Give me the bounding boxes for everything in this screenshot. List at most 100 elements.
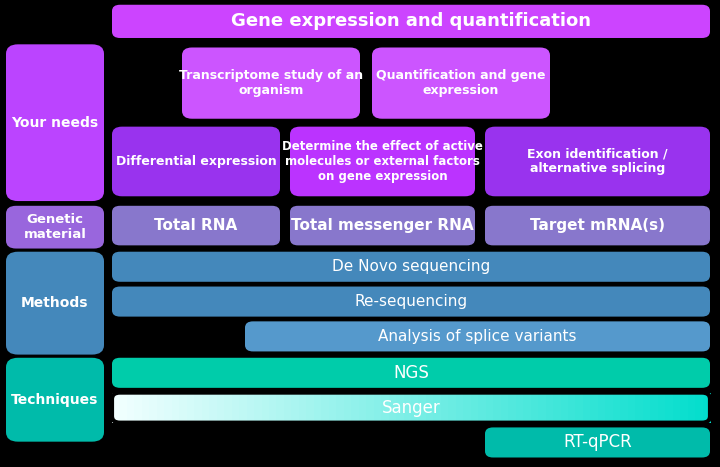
Bar [441,393,449,423]
Bar [471,393,479,423]
Bar [343,393,351,423]
Bar [621,393,629,423]
Bar [703,393,711,423]
Bar [254,393,262,423]
Bar [590,393,598,423]
Bar [613,393,621,423]
Text: Techniques: Techniques [12,393,99,407]
FancyBboxPatch shape [112,5,710,38]
Text: Differential expression: Differential expression [116,155,276,168]
Bar [478,393,486,423]
Bar [568,393,576,423]
Bar [553,393,561,423]
Text: Your needs: Your needs [12,116,99,130]
Bar [433,393,441,423]
Text: De Novo sequencing: De Novo sequencing [332,259,490,274]
FancyBboxPatch shape [485,427,710,458]
FancyBboxPatch shape [6,206,104,248]
Bar [598,393,606,423]
Bar [112,393,120,423]
Bar [695,393,703,423]
Bar [299,393,307,423]
Bar [560,393,569,423]
Bar [516,393,523,423]
Bar [628,393,636,423]
Bar [374,393,382,423]
Bar [366,393,374,423]
Text: Gene expression and quantification: Gene expression and quantification [231,12,591,30]
Text: Determine the effect of active
molecules or external factors
on gene expression: Determine the effect of active molecules… [282,140,483,183]
Bar [531,393,539,423]
FancyBboxPatch shape [372,48,550,119]
Text: Analysis of splice variants: Analysis of splice variants [378,329,577,344]
Bar [523,393,531,423]
Bar [194,393,202,423]
FancyBboxPatch shape [112,206,280,245]
Bar [456,393,464,423]
Bar [546,393,554,423]
Bar [179,393,187,423]
Text: Quantification and gene
expression: Quantification and gene expression [377,69,546,97]
Bar [284,393,292,423]
Bar [217,393,225,423]
Bar [657,393,666,423]
Bar [210,393,217,423]
Bar [261,393,269,423]
Bar [329,393,337,423]
Text: RT-qPCR: RT-qPCR [563,433,632,452]
FancyBboxPatch shape [112,127,280,196]
Bar [500,393,508,423]
Text: Total messenger RNA: Total messenger RNA [291,218,474,233]
FancyBboxPatch shape [245,321,710,352]
Bar [643,393,651,423]
Text: Total RNA: Total RNA [154,218,238,233]
Bar [292,393,300,423]
FancyBboxPatch shape [112,287,710,317]
Bar [381,393,389,423]
FancyBboxPatch shape [290,127,475,196]
Bar [239,393,247,423]
Text: Methods: Methods [22,296,89,310]
Bar [606,393,613,423]
Bar [336,393,344,423]
Bar [186,393,194,423]
Bar [202,393,210,423]
Bar [396,393,404,423]
Bar [351,393,359,423]
FancyBboxPatch shape [182,48,360,119]
FancyBboxPatch shape [485,206,710,245]
Text: Target mRNA(s): Target mRNA(s) [530,218,665,233]
Bar [411,393,419,423]
Text: NGS: NGS [393,364,429,382]
Bar [135,393,143,423]
Bar [403,393,412,423]
Bar [246,393,255,423]
Bar [142,393,150,423]
Bar [127,393,135,423]
Bar [508,393,516,423]
Bar [389,393,397,423]
Text: Genetic
material: Genetic material [24,213,86,241]
Bar [359,393,366,423]
Bar [306,393,315,423]
Text: Exon identification /
alternative splicing: Exon identification / alternative splici… [527,148,668,176]
Bar [449,393,456,423]
FancyBboxPatch shape [6,358,104,442]
Bar [172,393,180,423]
Bar [635,393,643,423]
Bar [680,393,688,423]
Bar [149,393,158,423]
Bar [464,393,472,423]
Bar [575,393,583,423]
Bar [426,393,434,423]
FancyBboxPatch shape [112,358,710,388]
Text: Transcriptome study of an
organism: Transcriptome study of an organism [179,69,363,97]
FancyBboxPatch shape [6,44,104,201]
Bar [538,393,546,423]
Text: Re-sequencing: Re-sequencing [354,294,467,309]
Bar [314,393,322,423]
Bar [321,393,329,423]
FancyBboxPatch shape [290,206,475,245]
FancyBboxPatch shape [485,127,710,196]
Bar [493,393,501,423]
